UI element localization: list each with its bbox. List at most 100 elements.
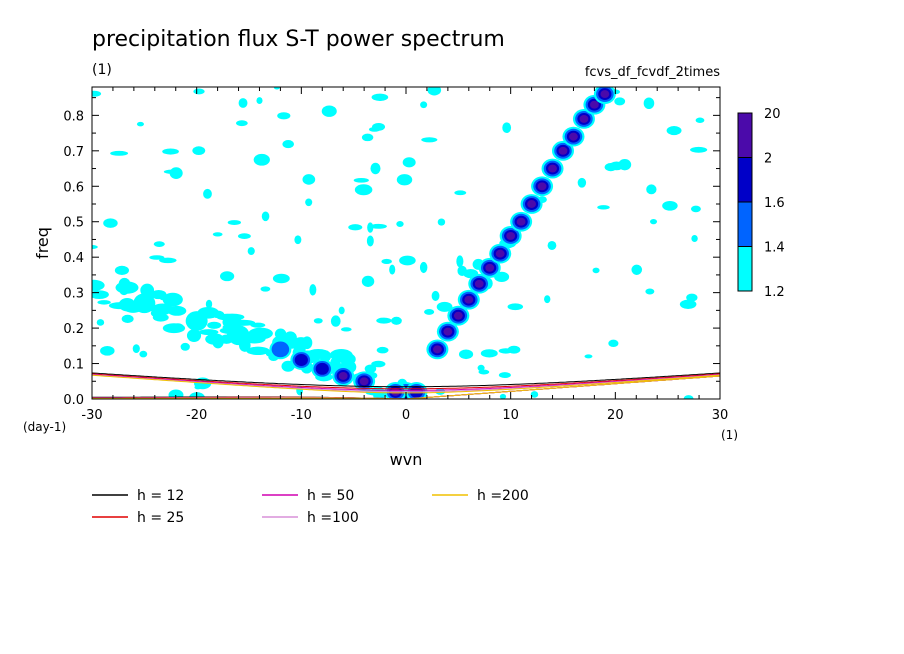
legend-label: h =100 — [307, 510, 359, 526]
y-tick-label: 0.1 — [63, 358, 84, 373]
noise-cell — [480, 349, 498, 358]
spectral-peak — [338, 371, 348, 380]
band-cell — [92, 279, 105, 291]
spectral-peak — [495, 249, 505, 258]
x-axis-label: wvn — [390, 450, 423, 469]
spectral-peak — [433, 345, 442, 354]
noise-cell — [261, 211, 270, 222]
noise-cell — [192, 146, 206, 156]
noise-cell — [361, 133, 374, 142]
noise-cell — [592, 267, 600, 274]
dispersion-curve-ig — [92, 374, 720, 391]
noise-cell — [110, 150, 129, 156]
noise-cell — [683, 395, 694, 399]
noise-cell — [354, 184, 373, 196]
noise-cell — [499, 393, 507, 399]
band-cell — [274, 328, 287, 340]
noise-cell — [353, 178, 369, 183]
band-cell — [329, 349, 353, 362]
spectral-peak — [464, 295, 474, 304]
chart-subtitle: fcvs_df_fcvdf_2times — [585, 65, 720, 80]
noise-cell — [92, 244, 98, 250]
band-cell — [364, 364, 377, 374]
noise-cell — [608, 339, 619, 348]
noise-cell — [650, 219, 658, 225]
y-tick-label: 0.8 — [63, 109, 84, 124]
colorbar-label: 1.2 — [764, 285, 785, 300]
noise-cell — [194, 385, 202, 390]
spectral-peak — [271, 341, 290, 358]
noise-cell — [366, 235, 374, 247]
noise-cell — [247, 247, 255, 256]
noise-cell — [396, 221, 404, 228]
noise-cell — [419, 261, 428, 274]
noise-cell — [313, 318, 323, 324]
x-axis-units: (1) — [721, 428, 738, 442]
x-tick-label: -10 — [291, 408, 312, 423]
colorbar-segment — [737, 157, 753, 203]
spectral-peak — [185, 311, 208, 331]
y-tick-label: 0.3 — [63, 287, 84, 302]
noise-cell — [427, 87, 442, 96]
noise-cell — [695, 117, 705, 123]
x-tick-label: -20 — [186, 408, 207, 423]
noise-cell — [614, 97, 626, 106]
spectral-peak — [315, 362, 329, 375]
colorbar: 20 2 1.6 1.4 1.2 — [737, 107, 785, 300]
noise-cell — [277, 112, 291, 120]
noise-cell — [454, 190, 467, 196]
noise-cell — [153, 241, 165, 248]
y-axis: 0.0 0.1 0.2 0.3 0.4 0.5 0.6 0.7 0.8 — [63, 97, 720, 408]
spectral-peak — [227, 325, 250, 346]
noise-cell — [577, 177, 587, 188]
y-axis-units: (day-1) — [23, 420, 66, 434]
noise-cell — [368, 127, 381, 132]
noise-cell — [502, 122, 512, 134]
noise-cell — [686, 293, 698, 302]
x-axis: -30 -20 -10 0 10 20 30 — [81, 87, 728, 423]
spectral-peak — [453, 311, 463, 320]
spectral-peak — [590, 100, 599, 109]
noise-cell — [361, 275, 375, 287]
noise-cell — [282, 140, 294, 149]
noise-cell — [309, 284, 317, 296]
noise-cell — [256, 97, 263, 105]
noise-cell — [597, 205, 610, 210]
noise-cell — [348, 224, 363, 231]
colorbar-label: 1.6 — [764, 196, 785, 211]
spectral-peak — [443, 327, 453, 336]
noise-cell — [302, 174, 316, 185]
noise-cell — [456, 255, 464, 268]
legend-label: h = 50 — [307, 488, 354, 504]
noise-cell — [507, 303, 524, 311]
band-cell — [162, 323, 186, 334]
y-tick-label: 0.2 — [63, 322, 84, 337]
noise-cell — [253, 153, 270, 166]
noise-cell — [371, 93, 389, 101]
noise-cell — [114, 265, 130, 275]
colorbar-label: 1.4 — [764, 241, 785, 256]
noise-cell — [662, 200, 678, 211]
noise-cell — [321, 105, 337, 117]
spectral-peak — [569, 132, 578, 141]
legend-label: h =200 — [477, 488, 529, 504]
noise-cell — [646, 184, 657, 195]
noise-cell — [305, 198, 313, 207]
noise-cell — [149, 255, 165, 260]
band-cell — [115, 281, 139, 294]
band-cell — [246, 346, 270, 356]
noise-cell — [431, 290, 440, 302]
colorbar-label: 2 — [764, 152, 772, 167]
noise-cell — [420, 101, 428, 109]
dispersion-curve-ig — [92, 372, 720, 388]
colorbar-segment — [737, 112, 753, 158]
x-tick-label: -30 — [81, 408, 102, 423]
noise-cell — [203, 188, 212, 199]
noise-cell — [180, 342, 190, 351]
noise-cell — [584, 354, 593, 359]
spectral-peak — [558, 146, 568, 155]
noise-cell — [162, 148, 179, 155]
colorbar-label: 20 — [764, 107, 781, 122]
units-label: (1) — [92, 62, 112, 78]
noise-cell — [132, 344, 140, 353]
